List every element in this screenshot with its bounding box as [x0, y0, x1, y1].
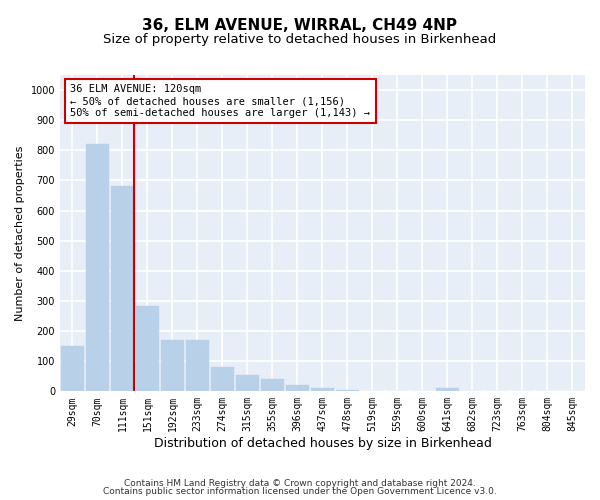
Text: Contains HM Land Registry data © Crown copyright and database right 2024.: Contains HM Land Registry data © Crown c…: [124, 478, 476, 488]
Bar: [161, 340, 184, 392]
Text: 36, ELM AVENUE, WIRRAL, CH49 4NP: 36, ELM AVENUE, WIRRAL, CH49 4NP: [143, 18, 458, 32]
Y-axis label: Number of detached properties: Number of detached properties: [15, 146, 25, 321]
Bar: [61, 346, 84, 392]
Bar: [185, 340, 209, 392]
X-axis label: Distribution of detached houses by size in Birkenhead: Distribution of detached houses by size …: [154, 437, 491, 450]
Bar: [436, 388, 460, 392]
Text: Contains public sector information licensed under the Open Government Licence v3: Contains public sector information licen…: [103, 487, 497, 496]
Bar: [236, 375, 259, 392]
Bar: [260, 380, 284, 392]
Bar: [136, 306, 160, 392]
Bar: [335, 390, 359, 392]
Bar: [110, 186, 134, 392]
Text: 36 ELM AVENUE: 120sqm
← 50% of detached houses are smaller (1,156)
50% of semi-d: 36 ELM AVENUE: 120sqm ← 50% of detached …: [70, 84, 370, 117]
Bar: [311, 388, 334, 392]
Bar: [211, 367, 235, 392]
Bar: [86, 144, 109, 392]
Text: Size of property relative to detached houses in Birkenhead: Size of property relative to detached ho…: [103, 32, 497, 46]
Bar: [286, 386, 310, 392]
